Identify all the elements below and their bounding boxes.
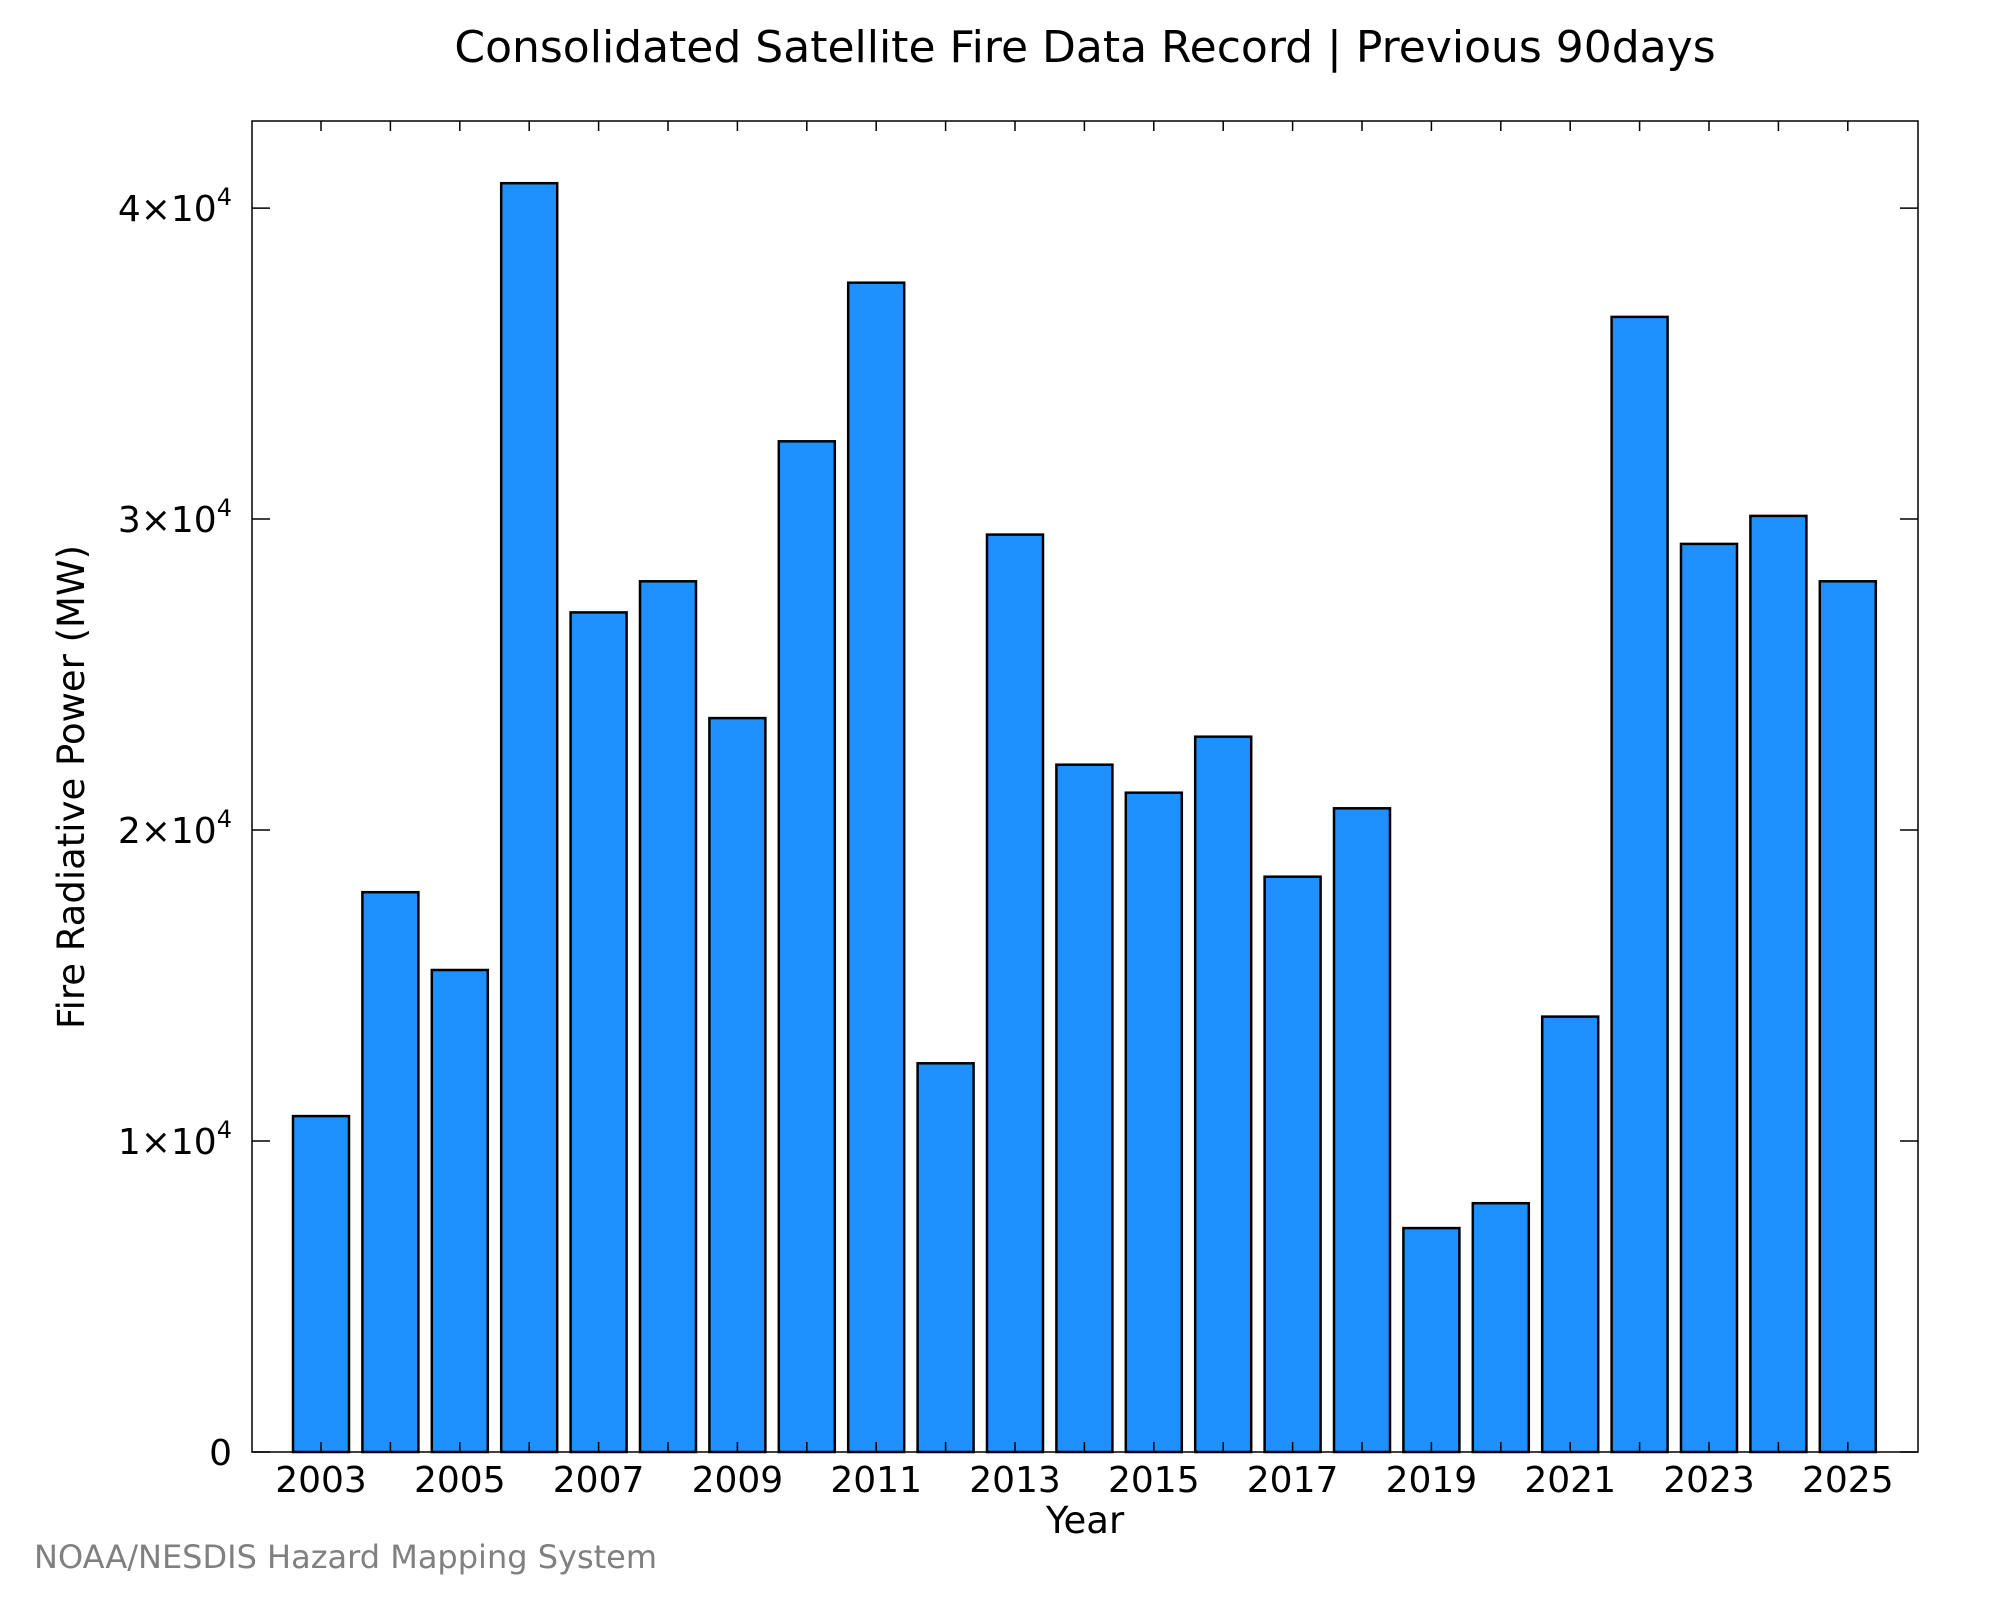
- bar-2012: [916, 1062, 975, 1454]
- x-tick-label-2009: 2009: [692, 1460, 784, 1501]
- x-tick-label-2025: 2025: [1802, 1460, 1894, 1501]
- chart-title: Consolidated Satellite Fire Data Record …: [454, 22, 1715, 73]
- x-tick-label-2019: 2019: [1386, 1460, 1478, 1501]
- x-tick-label-2003: 2003: [275, 1460, 367, 1501]
- x-axis-label: Year: [1045, 1499, 1125, 1542]
- bar-2017: [1263, 875, 1322, 1454]
- y-axis-label: Fire Radiative Power (MW): [50, 545, 93, 1029]
- y-tick-label: 2×104: [118, 805, 232, 852]
- bar-2004: [361, 890, 420, 1454]
- bar-2018: [1332, 807, 1392, 1454]
- bar-2023: [1679, 542, 1739, 1454]
- x-tick-label-2013: 2013: [969, 1460, 1061, 1501]
- bar-2014: [1055, 763, 1114, 1454]
- bar-2022: [1610, 315, 1669, 1454]
- bar-2007: [569, 611, 628, 1454]
- bar-2013: [985, 533, 1045, 1454]
- y-tick-label: 4×104: [118, 183, 232, 230]
- bar-2024: [1749, 514, 1808, 1454]
- bar-2008: [638, 580, 698, 1454]
- y-tick-label: 1×104: [118, 1116, 232, 1163]
- bar-2015: [1124, 791, 1184, 1454]
- x-tick-label-2011: 2011: [830, 1460, 922, 1501]
- bar-2005: [430, 968, 490, 1454]
- x-tick-labels: 2003 2005 2007 2009 2011 2013 2015 2017 2019 2021…: [275, 1460, 1893, 1501]
- bar-2020: [1471, 1201, 1531, 1454]
- x-tick-label-2021: 2021: [1524, 1460, 1616, 1501]
- y-tick-label: 3×104: [118, 494, 232, 541]
- bar-2011: [846, 281, 906, 1454]
- bar-2016: [1193, 735, 1253, 1454]
- x-tick-label-2005: 2005: [414, 1460, 506, 1501]
- bar-2006: [499, 181, 559, 1454]
- x-tick-label-2015: 2015: [1108, 1460, 1200, 1501]
- x-tick-label-2023: 2023: [1663, 1460, 1755, 1501]
- bar-2003: [291, 1114, 351, 1454]
- x-tick-label-2007: 2007: [553, 1460, 645, 1501]
- bar-2019: [1402, 1226, 1461, 1454]
- bar-2009: [708, 716, 767, 1454]
- plot-frame: [251, 120, 1919, 1453]
- bar-2021: [1540, 1015, 1600, 1454]
- y-tick-labels: 0 1×104 2×104 3×104 4×104: [118, 183, 232, 1474]
- credit-text: NOAA/NESDIS Hazard Mapping System: [34, 1538, 658, 1576]
- axis-ticks: [252, 121, 1918, 1453]
- y-tick-label: 0: [209, 1433, 232, 1474]
- bar-2010: [777, 440, 837, 1454]
- bar-2025: [1818, 580, 1878, 1454]
- x-tick-label-2017: 2017: [1247, 1460, 1339, 1501]
- bar-series: [291, 181, 1878, 1454]
